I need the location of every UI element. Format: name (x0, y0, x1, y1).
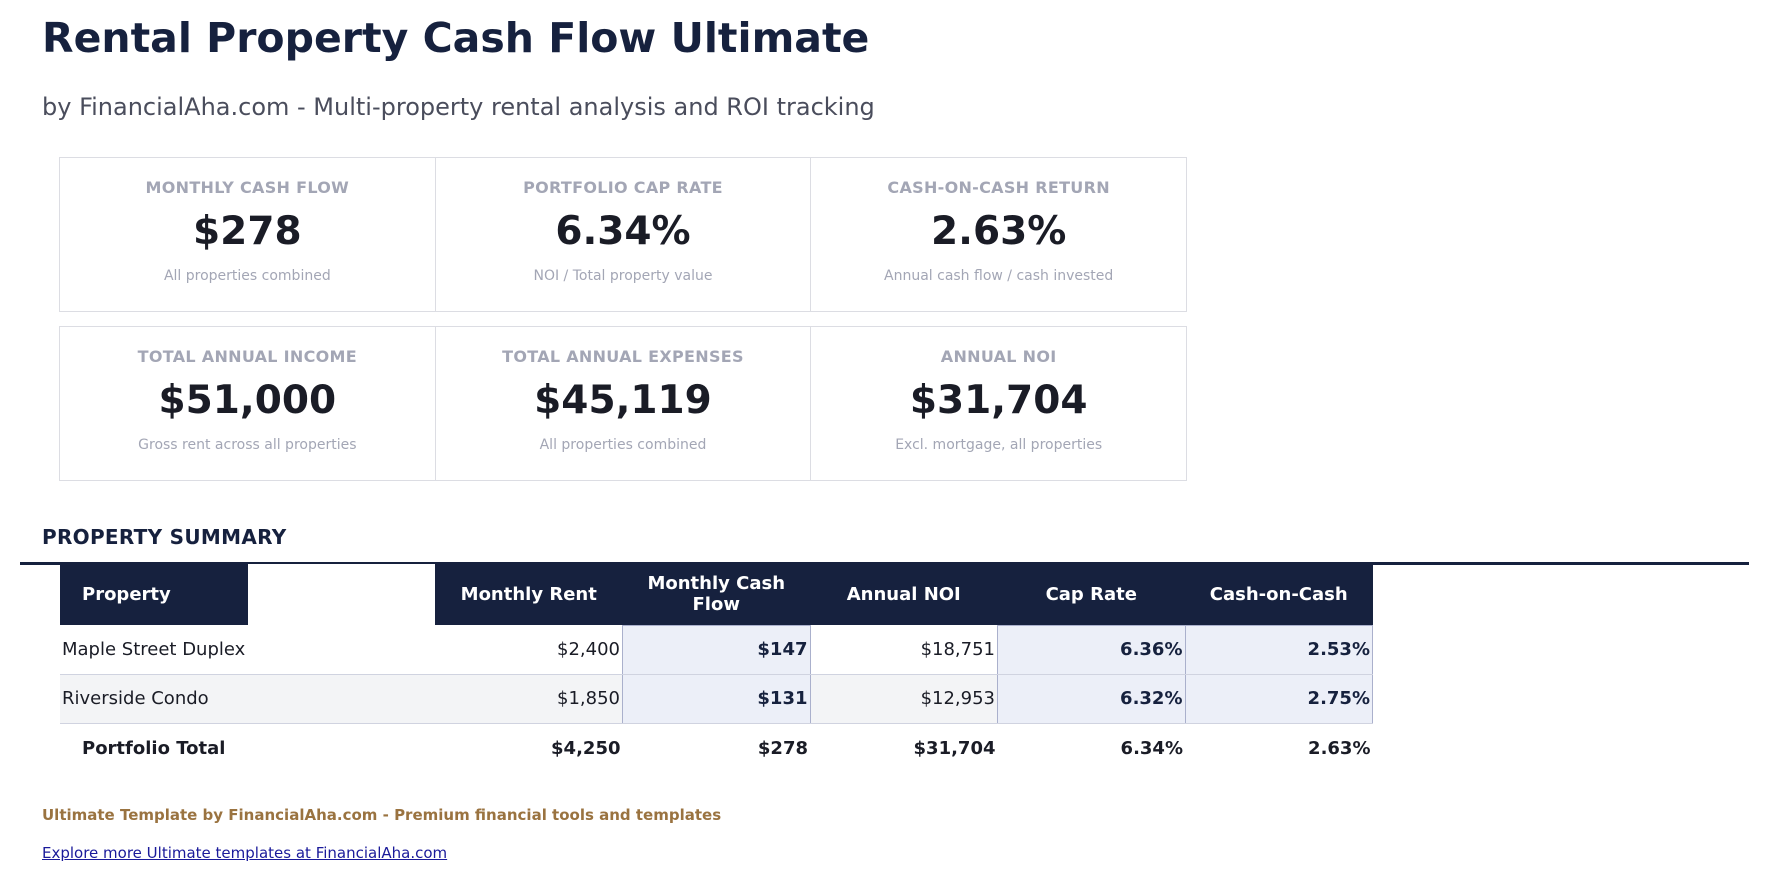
kpi-note: Annual cash flow / cash invested (884, 268, 1114, 284)
kpi-label: PORTFOLIO CAP RATE (523, 178, 723, 197)
page-subtitle: by FinancialAha.com - Multi-property ren… (42, 93, 875, 121)
section-divider (20, 562, 1749, 565)
cell (248, 723, 436, 773)
property-summary-table: Property Monthly Rent Monthly Cash Flow … (60, 564, 1373, 773)
kpi-value: $31,704 (909, 378, 1088, 423)
cell: $12,953 (810, 674, 998, 724)
kpi-label: CASH-ON-CASH RETURN (887, 178, 1110, 197)
table-header: Property Monthly Rent Monthly Cash Flow … (60, 564, 1373, 625)
cell: $278 (757, 737, 808, 759)
kpi-note: All properties combined (163, 268, 331, 284)
column-header: Property (60, 564, 248, 625)
cell: Riverside Condo (60, 674, 248, 724)
cell: 2.75% (1184, 673, 1373, 724)
cell: 6.36% (997, 624, 1186, 675)
cell: 2.53% (1184, 624, 1373, 675)
section-title: PROPERTY SUMMARY (42, 525, 287, 549)
kpi-value: 6.34% (555, 209, 691, 254)
column-header (247, 564, 435, 625)
table-row: Riverside Condo $1,850 $131 $12,953 6.32… (60, 673, 1373, 724)
kpi-card-monthly-cash-flow: MONTHLY CASH FLOW $278 All properties comb… (59, 157, 436, 312)
footer-text: Ultimate Template by FinancialAha.com - … (42, 806, 722, 824)
column-header: Monthly Cash Flow (622, 564, 810, 625)
total-row: Portfolio Total $4,250 $278 $31,704 6.34… (60, 723, 1373, 773)
column-header: Cap Rate (997, 564, 1185, 625)
kpi-note: Gross rent across all properties (138, 437, 357, 453)
cell: $131 (622, 673, 811, 724)
kpi-value: $278 (193, 209, 302, 254)
column-header: Cash-on-Cash (1185, 564, 1373, 625)
kpi-row-2: TOTAL ANNUAL INCOME $51,000 Gross rent acr… (59, 326, 1187, 481)
kpi-label: ANNUAL NOI (940, 347, 1057, 366)
kpi-card-annual-noi: ANNUAL NOI $31,704 Excl. mortgage, all pro… (810, 326, 1187, 481)
kpi-card-cash-on-cash: CASH-ON-CASH RETURN 2.63% Annual cash flow… (810, 157, 1187, 312)
cell: 6.34% (1120, 737, 1183, 759)
table-row: Maple Street Duplex $2,400 $147 $18,751 … (60, 624, 1373, 675)
kpi-row-1: MONTHLY CASH FLOW $278 All properties comb… (59, 157, 1187, 312)
kpi-value: 2.63% (931, 209, 1067, 254)
cell: $147 (622, 624, 811, 675)
kpi-label: TOTAL ANNUAL INCOME (137, 347, 358, 366)
cell (247, 674, 435, 724)
cell: Maple Street Duplex (60, 625, 248, 675)
kpi-card-annual-income: TOTAL ANNUAL INCOME $51,000 Gross rent acr… (59, 326, 436, 481)
cell: $2,400 (435, 625, 623, 675)
kpi-value: $45,119 (534, 378, 712, 423)
kpi-note: All properties combined (539, 437, 707, 453)
cell: $31,704 (913, 737, 996, 759)
cell: 2.63% (1308, 737, 1371, 759)
kpi-card-cap-rate: PORTFOLIO CAP RATE 6.34% NOI / Total prope… (434, 157, 812, 312)
footer-link[interactable]: Explore more Ultimate templates at Finan… (42, 844, 448, 862)
kpi-note: Excl. mortgage, all properties (895, 437, 1103, 453)
page-title: Rental Property Cash Flow Ultimate (42, 14, 870, 62)
kpi-note: NOI / Total property value (533, 268, 713, 284)
cell: $1,850 (435, 674, 623, 724)
cell: $4,250 (551, 737, 621, 759)
cell: 6.32% (997, 673, 1186, 724)
column-header: Monthly Rent (435, 564, 623, 625)
column-header: Annual NOI (810, 564, 998, 625)
cell: Portfolio Total (82, 737, 226, 759)
kpi-label: MONTHLY CASH FLOW (145, 178, 350, 197)
kpi-label: TOTAL ANNUAL EXPENSES (502, 347, 744, 366)
kpi-card-annual-expenses: TOTAL ANNUAL EXPENSES $45,119 All properti… (434, 326, 812, 481)
cell (247, 625, 435, 675)
cell: $18,751 (810, 625, 998, 675)
kpi-value: $51,000 (158, 378, 337, 423)
